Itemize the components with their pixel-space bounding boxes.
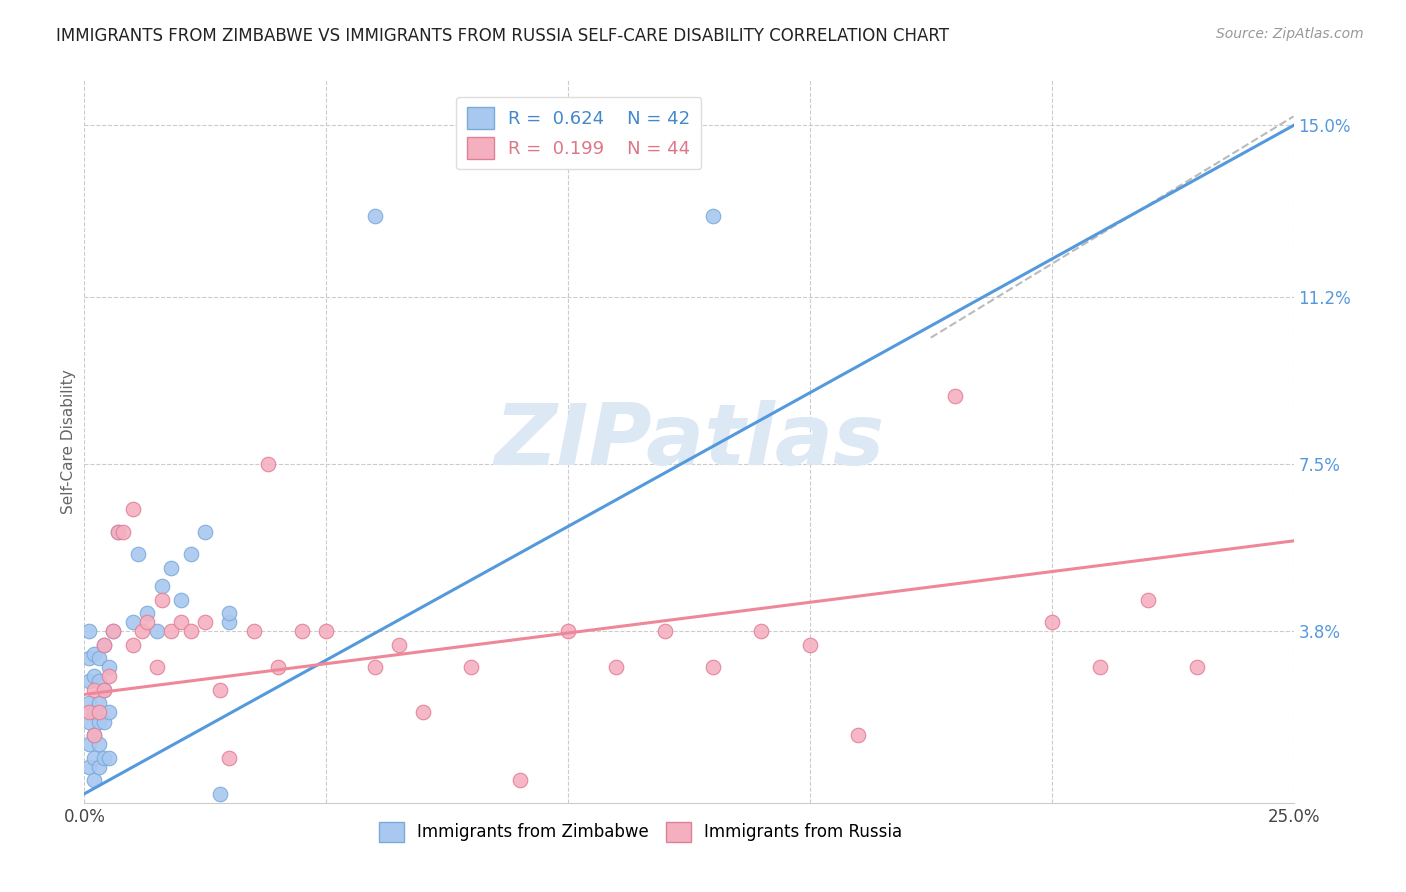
Text: IMMIGRANTS FROM ZIMBABWE VS IMMIGRANTS FROM RUSSIA SELF-CARE DISABILITY CORRELAT: IMMIGRANTS FROM ZIMBABWE VS IMMIGRANTS F…: [56, 27, 949, 45]
Point: [751, 624, 773, 639]
Point: [557, 624, 579, 639]
Text: Source: ZipAtlas.com: Source: ZipAtlas.com: [1216, 27, 1364, 41]
Point: [654, 624, 676, 639]
Point: [83, 647, 105, 661]
Point: [77, 737, 100, 751]
Point: [93, 638, 115, 652]
Point: [107, 524, 129, 539]
Point: [77, 760, 100, 774]
Point: [605, 660, 627, 674]
Point: [83, 773, 105, 788]
Point: [1137, 592, 1160, 607]
Point: [83, 706, 105, 720]
Point: [363, 660, 385, 674]
Point: [121, 638, 143, 652]
Point: [97, 669, 120, 683]
Point: [87, 651, 110, 665]
Point: [799, 638, 821, 652]
Point: [170, 592, 193, 607]
Point: [97, 750, 120, 764]
Point: [97, 660, 120, 674]
Point: [77, 673, 100, 688]
Point: [93, 638, 115, 652]
Point: [363, 209, 385, 223]
Point: [87, 697, 110, 711]
Point: [97, 706, 120, 720]
Point: [460, 660, 482, 674]
Point: [77, 697, 100, 711]
Point: [83, 728, 105, 742]
Point: [160, 561, 183, 575]
Point: [943, 389, 966, 403]
Point: [146, 660, 169, 674]
Point: [194, 524, 217, 539]
Point: [107, 524, 129, 539]
Point: [412, 706, 434, 720]
Point: [136, 615, 159, 630]
Point: [194, 615, 217, 630]
Point: [218, 606, 240, 620]
Point: [1088, 660, 1111, 674]
Point: [93, 714, 115, 729]
Y-axis label: Self-Care Disability: Self-Care Disability: [60, 369, 76, 514]
Point: [150, 579, 173, 593]
Point: [87, 706, 110, 720]
Point: [388, 638, 411, 652]
Point: [77, 651, 100, 665]
Point: [93, 750, 115, 764]
Point: [291, 624, 314, 639]
Point: [87, 714, 110, 729]
Point: [170, 615, 193, 630]
Point: [218, 750, 240, 764]
Point: [131, 624, 153, 639]
Point: [702, 660, 724, 674]
Point: [121, 615, 143, 630]
Point: [267, 660, 290, 674]
Legend: Immigrants from Zimbabwe, Immigrants from Russia: Immigrants from Zimbabwe, Immigrants fro…: [373, 815, 908, 848]
Point: [127, 548, 149, 562]
Point: [121, 502, 143, 516]
Point: [83, 728, 105, 742]
Point: [87, 760, 110, 774]
Point: [83, 669, 105, 683]
Point: [315, 624, 337, 639]
Point: [103, 624, 125, 639]
Point: [208, 682, 231, 697]
Point: [702, 209, 724, 223]
Point: [257, 457, 280, 471]
Point: [160, 624, 183, 639]
Point: [83, 750, 105, 764]
Point: [180, 624, 202, 639]
Point: [150, 592, 173, 607]
Point: [87, 673, 110, 688]
Point: [136, 606, 159, 620]
Point: [1040, 615, 1063, 630]
Point: [77, 714, 100, 729]
Point: [93, 682, 115, 697]
Point: [77, 706, 100, 720]
Point: [846, 728, 869, 742]
Point: [83, 682, 105, 697]
Point: [112, 524, 135, 539]
Point: [509, 773, 531, 788]
Point: [103, 624, 125, 639]
Point: [218, 615, 240, 630]
Point: [1185, 660, 1208, 674]
Point: [242, 624, 264, 639]
Point: [208, 787, 231, 801]
Text: ZIPatlas: ZIPatlas: [494, 400, 884, 483]
Point: [77, 624, 100, 639]
Point: [93, 682, 115, 697]
Point: [146, 624, 169, 639]
Point: [180, 548, 202, 562]
Point: [87, 737, 110, 751]
